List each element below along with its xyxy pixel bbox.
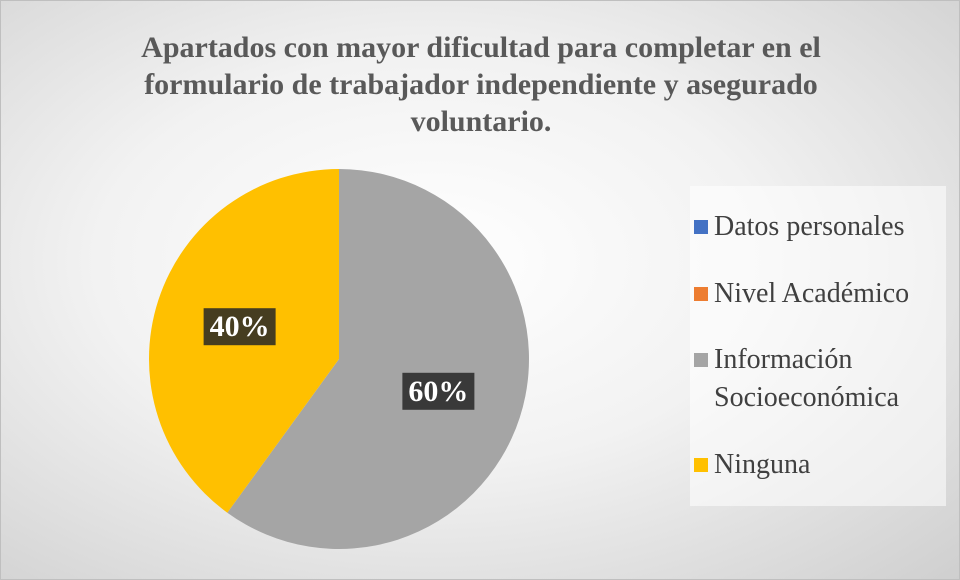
legend-swatch <box>694 353 708 368</box>
legend-item: Información Socioeconómica <box>690 341 946 417</box>
legend: Datos personales Nivel Académico Informaci… <box>690 186 946 506</box>
pie-slice <box>227 169 529 549</box>
legend-label: Información Socioeconómica <box>714 344 900 414</box>
data-label-box <box>203 308 276 346</box>
data-label: 40% <box>210 310 270 343</box>
legend-swatch <box>694 457 708 472</box>
legend-swatch <box>694 286 708 301</box>
chart-title: Apartados con mayor dificultad para comp… <box>141 31 821 138</box>
legend-label: Ninguna <box>714 448 811 480</box>
legend-item: Datos personales <box>690 208 946 246</box>
legend-label: Datos personales <box>714 211 905 243</box>
legend-item: Ninguna <box>690 446 946 484</box>
legend-label: Nivel Académico <box>714 277 910 309</box>
data-label: 60% <box>408 375 468 408</box>
legend-swatch <box>694 220 708 235</box>
data-label-group: 60% <box>402 372 475 410</box>
data-label-box <box>402 372 475 410</box>
data-label-group: 40% <box>203 308 276 346</box>
legend-item: Nivel Académico <box>690 275 946 313</box>
